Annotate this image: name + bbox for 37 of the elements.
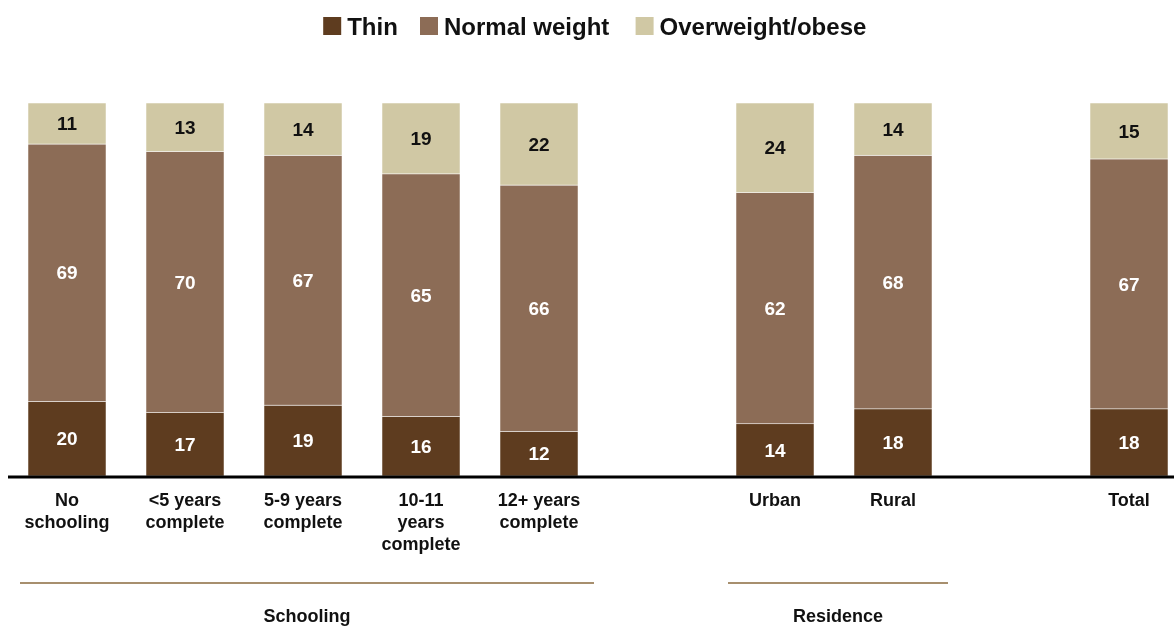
data-label: 65: [410, 284, 432, 306]
data-label: 22: [528, 133, 550, 155]
data-label: 11: [56, 113, 78, 135]
x-tick-label: Rural: [869, 490, 917, 510]
data-label: 17: [174, 433, 196, 455]
x-tick-label: 12+ years complete: [497, 490, 581, 532]
data-label: 20: [56, 428, 78, 450]
data-label: 67: [1118, 273, 1140, 295]
data-label: 69: [56, 262, 78, 284]
data-label: 14: [882, 118, 904, 140]
x-tick-label: Total: [1108, 490, 1150, 510]
data-label: 18: [882, 432, 904, 454]
x-tick-label: No schooling: [24, 490, 110, 532]
text: Residence: [792, 606, 884, 626]
data-label: 19: [410, 128, 432, 150]
data-label: 16: [410, 435, 432, 457]
x-tick-label: 5-9 years complete: [263, 490, 343, 532]
x-tick-label: Urban: [748, 490, 802, 510]
data-label: 14: [292, 118, 314, 140]
data-label: 19: [292, 430, 314, 452]
data-label: 15: [1118, 120, 1140, 142]
data-label: 24: [764, 137, 786, 159]
data-label: 66: [528, 297, 550, 319]
data-label: 67: [292, 269, 314, 291]
data-label: 68: [882, 271, 904, 293]
data-label: 62: [764, 297, 786, 319]
x-tick-label: 10-11 years complete: [381, 490, 461, 554]
text: Schooling: [263, 606, 351, 626]
data-label: 14: [764, 439, 786, 461]
data-label: 13: [174, 116, 196, 138]
data-label: 12: [528, 443, 550, 465]
legend-label: Normal weight: [444, 13, 610, 41]
data-label: 18: [1118, 432, 1140, 454]
data-label: 70: [174, 271, 196, 293]
legend-label: Thin: [347, 13, 398, 41]
x-tick-label: <5 years complete: [145, 490, 225, 532]
legend-label: Overweight/obese: [659, 13, 867, 41]
